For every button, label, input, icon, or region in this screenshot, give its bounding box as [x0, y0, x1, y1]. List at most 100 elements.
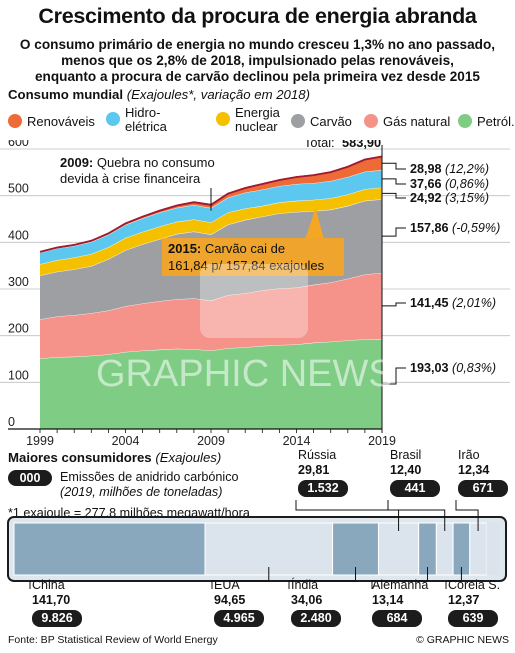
country-name-5: Brasil	[390, 448, 422, 462]
chart-title: Crescimento da procura de energia abrand…	[38, 4, 477, 28]
segment-2	[332, 522, 379, 576]
xtick-2: 2009	[197, 434, 225, 448]
chart-section-header: Consumo mundial (Exajoules*, variação em…	[8, 87, 310, 102]
segment-1	[204, 522, 334, 576]
total-value: 583,90	[342, 140, 381, 150]
country-3: Rússia 29,81 1.532	[298, 448, 348, 497]
country-1: EUA 94,65 4.965	[214, 578, 264, 627]
value-1: 37,66	[410, 177, 442, 191]
annotation-2009-year: 2009:	[60, 155, 94, 170]
country-name-0: China	[32, 578, 65, 592]
country-emissions-1: 4.965	[214, 610, 264, 627]
legend-swatch-5	[458, 114, 472, 128]
segment-0	[13, 522, 206, 576]
ytick-2: 200	[8, 322, 29, 336]
value-4: 141,45	[410, 296, 449, 310]
legend-swatch-0	[8, 114, 22, 128]
emissions-legend-text1: Emissões de anidrido carbónico	[60, 470, 239, 484]
xtick-0: 1999	[26, 434, 54, 448]
area-3	[40, 187, 382, 276]
legend-label-3: Carvão	[310, 114, 352, 129]
country-0: China 141,70 9.826	[32, 578, 82, 627]
country-value-5: 12,40	[390, 463, 422, 477]
country-emissions-3: 1.532	[298, 480, 348, 497]
leader-4	[371, 567, 429, 589]
legend: Renováveis Hidro-elétrica Energia nuclear Ca…	[8, 105, 515, 142]
change-3: (-0,59%)	[448, 221, 501, 235]
ytick-3: 300	[8, 275, 29, 289]
annotation-2015-box	[162, 238, 344, 276]
country-value-4: 13,14	[372, 593, 404, 607]
country-value-0: 141,70	[32, 593, 71, 607]
bracket-5	[382, 162, 406, 170]
xtick-1: 2004	[112, 434, 140, 448]
country-emissions-0: 9.826	[32, 610, 82, 627]
emissions-legend-text2: (2019, milhões de toneladas)	[60, 485, 223, 499]
country-7: Irão 12,34 671	[458, 448, 508, 497]
area-edge-1	[39, 272, 383, 320]
chart-section-title: Consumo mundial	[8, 87, 124, 102]
value-label-3: 157,86 (-0,59%)	[410, 221, 500, 235]
graphic-news-logo-text: GN	[208, 269, 301, 338]
consumers-section-note: (Exajoules)	[155, 450, 222, 465]
legend-swatch-2	[216, 112, 230, 126]
legend-label-1: Hidro-elétrica	[125, 105, 167, 134]
annotation-2015-year: 2015:	[168, 241, 202, 256]
country-emissions-6: 639	[448, 610, 498, 627]
watermark-text: GRAPHIC NEWS	[96, 353, 394, 395]
leader-3	[295, 500, 400, 531]
country-value-2: 34,06	[291, 593, 323, 607]
ytick-6: 600	[8, 140, 29, 149]
annotation-2009: 2009: Quebra no consumo devida à crise f…	[60, 155, 215, 187]
annotation-2009-text1: Quebra no consumo	[96, 155, 215, 170]
subtitle-line-2: menos que os 2,8% de 2018, impulsionado …	[61, 53, 454, 68]
area-5	[40, 156, 382, 253]
consumers-bar	[7, 500, 507, 589]
legend-swatch-4	[364, 114, 378, 128]
country-name-1: EUA	[214, 578, 240, 592]
leader-6	[445, 567, 462, 589]
chart-section-note: (Exajoules*, variação em 2018)	[126, 87, 310, 102]
leader-1	[211, 567, 270, 589]
annotation-2015-text2: 161,84 p/ 157,84 exajoules	[168, 258, 324, 273]
country-value-7: 12,34	[458, 463, 490, 477]
bracket-4	[382, 178, 406, 185]
area-1	[40, 272, 382, 359]
ytick-0: 0	[8, 415, 15, 429]
value-label-4: 141,45 (2,01%)	[410, 296, 496, 310]
area-4	[40, 170, 382, 265]
country-name-2: Índia	[291, 578, 319, 592]
change-5: (0,83%)	[448, 361, 497, 375]
legend-label-2: Energia nuclear	[235, 105, 280, 134]
subtitle-line-1: O consumo primário de energia no mundo c…	[19, 37, 496, 52]
emissions-badge: 000	[8, 470, 52, 486]
legend-label-5: Petról.	[477, 114, 515, 129]
legend-swatch-1	[106, 112, 120, 126]
source: Fonte: BP Statistical Review of World En…	[8, 634, 218, 646]
annotation-2015-pointer	[305, 208, 324, 238]
value-5: 193,03	[410, 361, 449, 375]
country-value-1: 94,65	[214, 593, 246, 607]
country-value-6: 12,37	[448, 593, 480, 607]
change-1: (0,86%)	[441, 177, 490, 191]
subtitle-line-3: enquanto a procura de carvão declinou pe…	[35, 69, 480, 84]
value-3: 157,86	[410, 221, 449, 235]
legend-label-0: Renováveis	[27, 114, 95, 129]
country-name-6: Coreia S.	[448, 578, 501, 592]
annotation-2009-text2: devida à crise financeira	[60, 171, 201, 186]
total-label: Total:	[304, 140, 335, 150]
leader-7	[455, 500, 479, 531]
xtick-4: 2019	[368, 434, 396, 448]
change-0: (12,2%)	[441, 162, 490, 176]
country-emissions-7: 671	[458, 480, 508, 497]
country-value-3: 29,81	[298, 463, 330, 477]
legend-label-4: Gás natural	[383, 114, 451, 129]
value-label-2: 24,92 (3,15%)	[410, 191, 489, 205]
segment-3	[377, 522, 420, 576]
consumers-section-header: Maiores consumidores (Exajoules)	[8, 450, 221, 465]
change-2: (3,15%)	[441, 191, 490, 205]
xtick-3: 2014	[283, 434, 311, 448]
value-label-1: 37,66 (0,86%)	[410, 177, 489, 191]
country-5: Brasil 12,40 441	[390, 448, 440, 497]
ytick-4: 400	[8, 228, 29, 242]
